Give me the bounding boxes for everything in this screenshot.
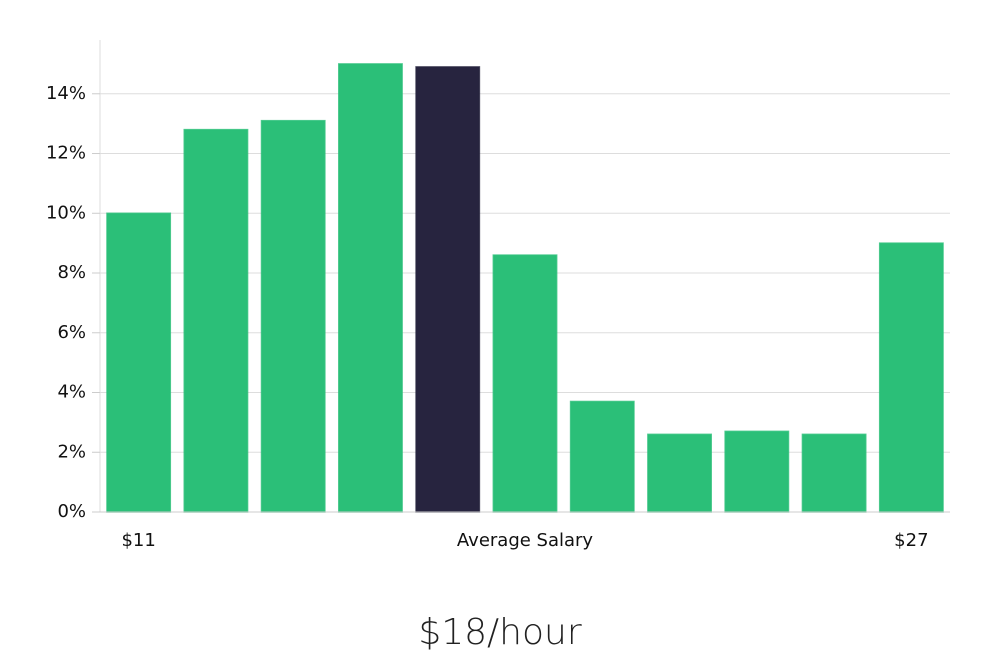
y-tick-label: 2% [57,441,86,462]
bar [492,254,558,513]
bar [647,433,712,513]
x-tick-label: $11 [121,530,155,551]
bar [183,128,249,513]
x-tick-label: Average Salary [457,530,594,551]
bar [569,400,635,513]
bar [878,242,944,513]
bar [415,66,481,513]
y-tick-label: 14% [46,83,86,104]
y-tick-label: 6% [57,322,86,343]
y-tick-label: 0% [57,501,86,522]
x-tick-label: $27 [894,530,928,551]
y-tick-label: 8% [57,262,86,283]
y-tick-label: 12% [46,143,86,164]
y-tick-label: 4% [57,382,86,403]
bar [801,433,867,513]
bar [724,430,790,513]
y-tick-label: 10% [46,202,86,223]
bar [338,63,403,513]
bar [106,212,172,513]
bar [260,119,326,513]
caption: $18/hour [418,612,582,653]
